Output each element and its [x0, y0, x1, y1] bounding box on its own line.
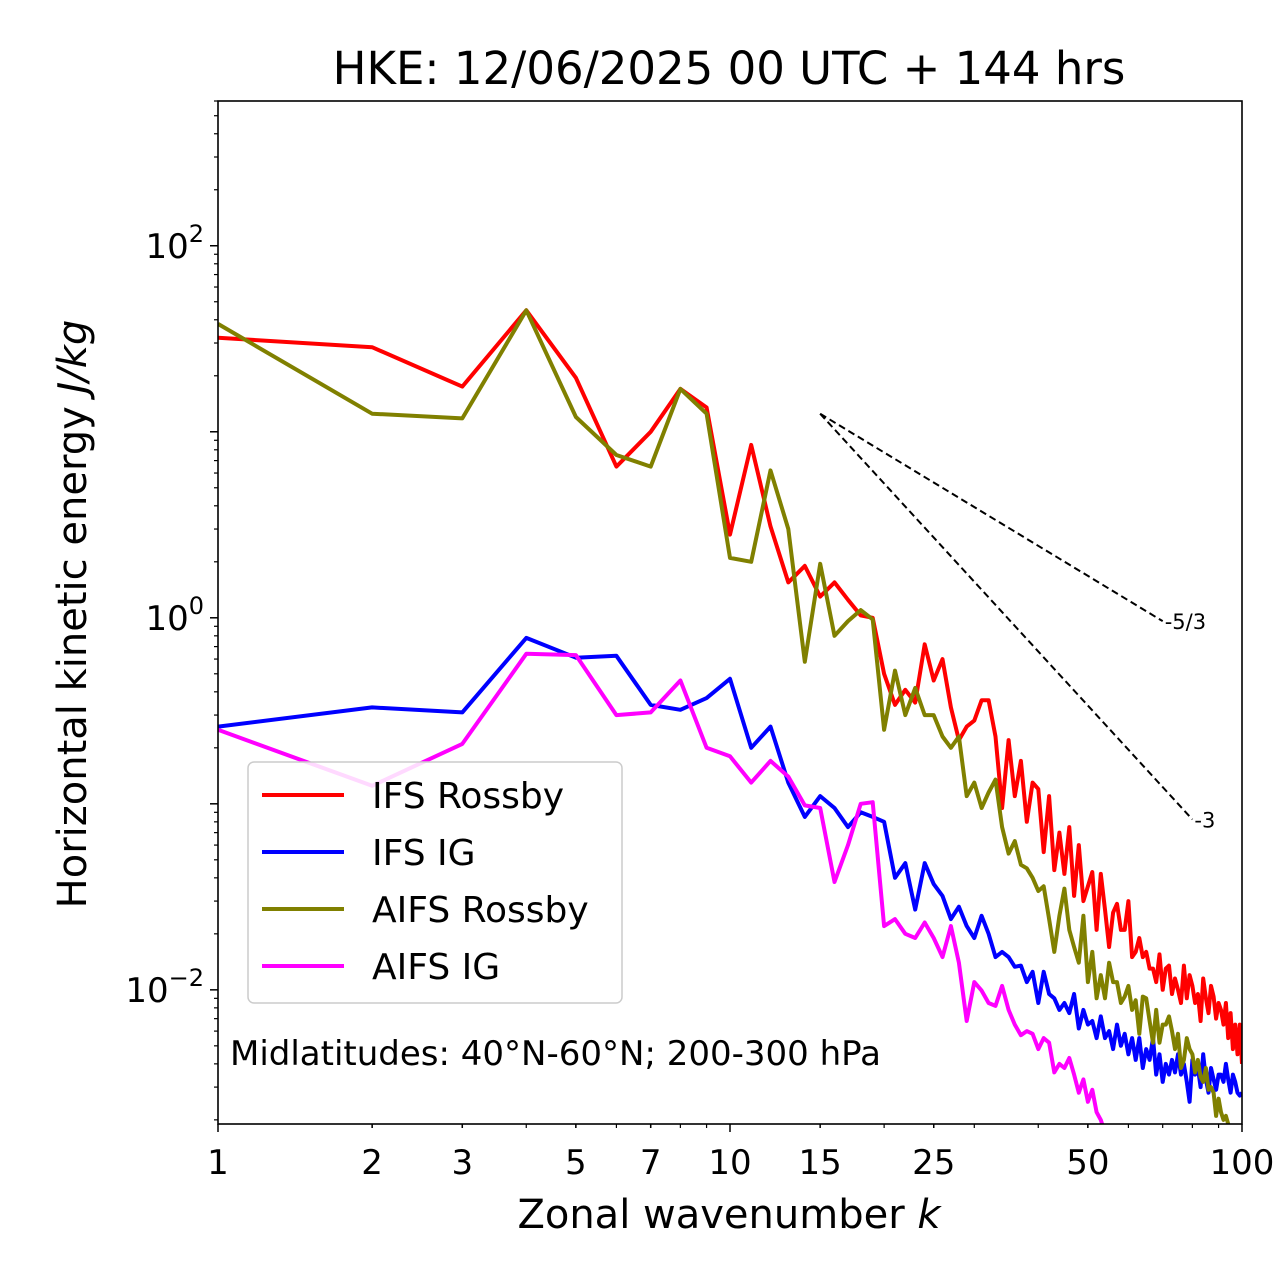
x-tick-label: 15	[799, 1143, 842, 1183]
reference-slope-lines: -5/3 -3	[819, 412, 1215, 832]
slope-label-1: -3	[1194, 808, 1215, 832]
legend: IFS Rossby IFS IG AIFS Rossby AIFS IG	[247, 761, 623, 1004]
x-tick-label: 25	[912, 1143, 955, 1183]
y-axis-label: Horizontal kinetic energy J/kg	[50, 320, 96, 909]
region-annotation: Midlatitudes: 40°N-60°N; 200-300 hPa	[230, 1034, 881, 1074]
legend-label: IFS Rossby	[372, 776, 564, 817]
legend-label: IFS IG	[372, 833, 476, 874]
series-line-ifs-rossby	[218, 308, 1242, 1065]
slope-label-0: -5/3	[1165, 610, 1206, 634]
x-axis-label-var: k	[917, 1192, 942, 1238]
x-tick-label: 3	[451, 1143, 473, 1183]
x-tick-label: 10	[708, 1143, 751, 1183]
series-layer	[218, 308, 1242, 1124]
series-line-aifs-rossby	[218, 308, 1231, 1124]
slope-line-0	[819, 412, 1164, 623]
x-tick-label: 7	[640, 1143, 662, 1183]
x-tick-label: 2	[361, 1143, 383, 1183]
x-tick-label: 5	[565, 1143, 587, 1183]
y-tick-label: 102	[145, 220, 204, 267]
x-axis: 1 2 3 5 7 10 15 25 50 100	[207, 1124, 1274, 1183]
x-tick-label: 50	[1066, 1143, 1109, 1183]
x-tick-label: 1	[207, 1143, 229, 1183]
x-tick-label: 100	[1210, 1143, 1275, 1183]
legend-label: AIFS IG	[372, 947, 500, 988]
slope-line-1	[819, 413, 1194, 821]
legend-box	[247, 761, 623, 1004]
legend-label: AIFS Rossby	[372, 890, 589, 931]
x-axis-label-text: Zonal wavenumber	[517, 1192, 905, 1238]
x-axis-label: Zonal wavenumber k	[517, 1192, 942, 1238]
y-tick-label: 10−2	[125, 964, 204, 1011]
series-line-aifs-ig	[218, 651, 1105, 1124]
chart-title: HKE: 12/06/2025 00 UTC + 144 hrs	[333, 42, 1126, 95]
y-tick-label: 100	[145, 592, 204, 639]
y-axis-label-text: Horizontal kinetic energy	[50, 406, 96, 908]
legend-items: IFS Rossby IFS IG AIFS Rossby AIFS IG	[262, 776, 589, 988]
y-axis: 102 100 10−2	[125, 100, 218, 1121]
y-axis-label-units: J/kg	[50, 320, 96, 401]
